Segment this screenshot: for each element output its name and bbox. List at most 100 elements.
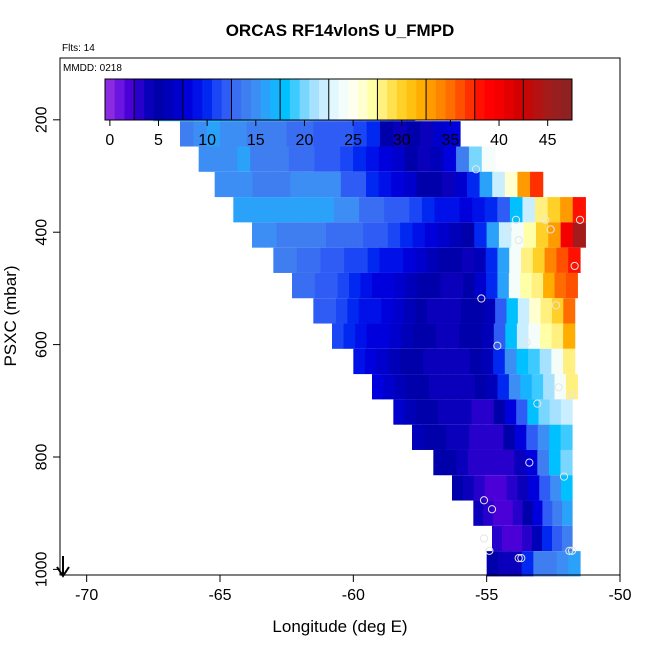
heatmap-cell-r7-c7: [371, 272, 384, 299]
colorbar-swatch-4: [143, 79, 155, 120]
flight-marker-23: [487, 505, 497, 514]
flight-marker-5: [471, 165, 481, 174]
heatmap-cell-r5-c25: [560, 222, 574, 248]
heatmap-cell-r5-c12: [400, 222, 414, 248]
heatmap-cell-r3-c1: [227, 171, 241, 198]
heatmap-cell-r9-c20: [563, 323, 576, 349]
heatmap-cell-r4-c17: [447, 197, 461, 223]
heatmap-cell-r8-c5: [370, 298, 383, 324]
colorbar-swatch-34: [435, 79, 447, 120]
heatmap-cell-r12-c6: [460, 399, 473, 425]
heatmap-cell-r7-c1: [303, 272, 316, 299]
heatmap-cell-r7-c3: [326, 272, 339, 299]
heatmap-cell-r6-c1: [285, 247, 298, 273]
heatmap-cell-r1-c3: [220, 121, 234, 147]
heatmap-cell-r12-c2: [415, 399, 428, 425]
heatmap-cell-r6-c6: [344, 247, 357, 273]
x-axis-label: Longitude (deg E): [272, 617, 407, 636]
colorbar-swatch-12: [221, 79, 232, 120]
heatmap-cell-r4-c10: [359, 197, 373, 223]
heatmap-cell-r4-c20: [484, 197, 498, 223]
heatmap-cell-r13-c0: [412, 424, 425, 450]
heatmap-cell-r9-c18: [540, 323, 553, 349]
heatmap-cell-r8-c0: [313, 298, 326, 324]
x-tick-label--65: -65: [208, 587, 231, 604]
colorbar: 0 5 10 15 20 25 30 35 40 45: [104, 78, 573, 149]
heatmap-cell-r4-c19: [472, 197, 486, 223]
heatmap-cell-r13-c5: [469, 424, 482, 450]
heatmap-cell-r7-c17: [486, 272, 499, 299]
x-tick-label--55: -55: [475, 587, 498, 604]
heatmap-cell-r6-c16: [462, 247, 475, 273]
heatmap-cell-r8-c22: [563, 298, 576, 324]
heatmap-cell-r5-c3: [289, 222, 302, 248]
colorbar-swatch-8: [182, 79, 194, 120]
colorbar-swatch-13: [231, 79, 242, 120]
heatmap-cell-r12-c13: [538, 399, 551, 425]
heatmap-cell-r9-c0: [332, 323, 345, 349]
flight-marker-12: [570, 261, 579, 271]
heatmap-cell-r8-c2: [336, 298, 349, 324]
colorbar-swatch-30: [396, 79, 408, 120]
colorbar-swatch-22: [319, 79, 330, 120]
heatmap-cell-r4-c1: [245, 197, 260, 223]
heatmap-cell-r10-c15: [528, 348, 541, 375]
heatmap-cell-r1-c17: [406, 121, 421, 147]
heatmap-cell-r11-c2: [394, 374, 407, 400]
heatmap-cell-r10-c14: [516, 348, 529, 375]
heatmap-cell-r4-c12: [384, 197, 398, 223]
heatmap-cell-r2-c16: [404, 146, 419, 172]
heatmap-cell-r3-c17: [429, 171, 443, 198]
heatmap-cell-r8-c4: [358, 298, 371, 324]
heatmap-cell-r2-c15: [391, 146, 406, 172]
flight-marker-17: [554, 383, 563, 392]
heatmap-cell-r12-c10: [505, 399, 517, 425]
heatmap-cell-r15-c1: [462, 475, 475, 501]
colorbar-tick-label-10: 10: [198, 132, 216, 149]
colorbar-frame: [104, 78, 573, 121]
date-label: MMDD: 0218: [63, 63, 122, 74]
heatmap-cell-r11-c13: [520, 374, 533, 400]
heatmap-cell-r11-c1: [383, 374, 396, 400]
heatmap-cell-r3-c13: [378, 171, 392, 198]
heatmap-cell-r3-c3: [252, 171, 266, 198]
colorbar-swatch-0: [105, 79, 116, 120]
heatmap-cell-r13-c9: [514, 424, 527, 450]
heatmap-cell-r12-c14: [549, 399, 562, 425]
heatmap-cell-r5-c16: [449, 222, 463, 248]
heatmap-cell-r2-c13: [365, 146, 380, 172]
heatmap-cell-r8-c14: [472, 298, 485, 324]
heatmap-cell-r4-c4: [283, 197, 297, 223]
heatmap-cell-r13-c13: [560, 424, 573, 450]
colorbar-swatch-36: [455, 79, 466, 120]
heatmap-cell-r11-c7: [451, 374, 464, 400]
heatmap-cell-r1-c0: [180, 121, 194, 147]
heatmap-cell-r1-c15: [380, 121, 394, 147]
heatmap-cell-r17-c3: [522, 525, 533, 552]
heatmap-cell-r7-c0: [292, 272, 305, 299]
heatmap-cell-r2-c4: [250, 146, 264, 172]
heatmap-cell-r9-c9: [436, 323, 449, 349]
heatmap-cell-r3-c24: [517, 171, 531, 198]
colorbar-swatch-33: [426, 79, 437, 120]
heatmap-cell-r13-c10: [526, 424, 539, 450]
heatmap-cell-r2-c7: [288, 146, 303, 172]
heatmap-cell-r8-c6: [381, 298, 394, 324]
heatmap-cell-r5-c1: [264, 222, 278, 248]
heatmap-cell-r4-c8: [333, 197, 348, 223]
heatmap-cell-r2-c21: [468, 146, 483, 172]
heatmap-cell-r11-c9: [474, 374, 487, 400]
heatmap-cell-r15-c8: [539, 475, 551, 501]
heatmap-cell-r6-c12: [414, 247, 428, 273]
colorbar-swatch-35: [445, 79, 456, 120]
heatmap-cell-r9-c10: [447, 323, 460, 349]
heatmap-cell-r9-c17: [528, 323, 541, 349]
heatmap-cell-r12-c3: [426, 399, 439, 425]
heatmap-cell-r16-c8: [552, 500, 563, 526]
heatmap-cell-r15-c7: [528, 475, 540, 501]
colorbar-tick-label-40: 40: [490, 132, 508, 149]
colorbar-swatch-47: [562, 79, 573, 120]
colorbar-swatch-46: [552, 79, 563, 120]
heatmap-cell-r10-c2: [376, 348, 389, 375]
